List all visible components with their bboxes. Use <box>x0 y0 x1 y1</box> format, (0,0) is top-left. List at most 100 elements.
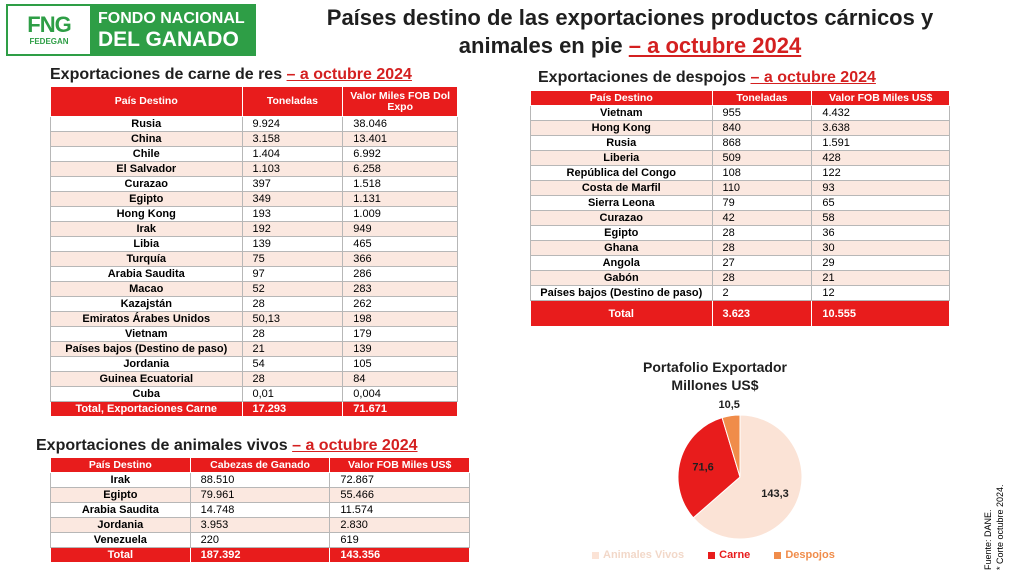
quantity-cell: 14.748 <box>189 502 331 518</box>
quantity-cell: 840 <box>711 120 813 136</box>
value-cell: 949 <box>342 221 458 237</box>
quantity-cell: 28 <box>711 240 813 256</box>
value-cell: 4.432 <box>811 105 950 121</box>
beef-exports-table: País Destino Toneladas Valor Miles FOB D… <box>50 86 458 417</box>
quantity-cell: 193 <box>241 206 344 222</box>
table-row: Macao 52 283 <box>50 281 458 297</box>
value-cell: 2.830 <box>329 517 470 533</box>
value-cell: 3.638 <box>811 120 950 136</box>
quantity-cell: 2 <box>711 285 813 301</box>
country-cell: Cuba <box>50 386 243 402</box>
quantity-cell: 28 <box>241 326 344 342</box>
beef-title-highlight: – a octubre 2024 <box>286 66 412 83</box>
quantity-cell: 955 <box>711 105 813 121</box>
value-cell: 428 <box>811 150 950 166</box>
beef-header-value: Valor Miles FOB Dol Expo <box>342 86 458 117</box>
table-row: Irak 88.510 72.867 <box>50 472 470 488</box>
country-cell: Egipto <box>50 191 243 207</box>
legend-item: Animales Vivos <box>592 549 684 561</box>
beef-section-title: Exportaciones de carne de res – a octubr… <box>50 66 412 84</box>
total-row: Total 3.623 10.555 <box>530 300 950 327</box>
table-row: Jordania 3.953 2.830 <box>50 517 470 533</box>
quantity-cell: 3.953 <box>189 517 331 533</box>
country-cell: China <box>50 131 243 147</box>
pie-chart-title: Portafolio Exportador Millones US$ <box>610 358 820 394</box>
quantity-cell: 52 <box>241 281 344 297</box>
page-title-line1: Países destino de las exportaciones prod… <box>326 5 934 30</box>
offal-header-value: Valor FOB Miles US$ <box>811 90 950 106</box>
live-exports-table: País Destino Cabezas de Ganado Valor FOB… <box>50 457 470 563</box>
country-cell: Irak <box>50 221 243 237</box>
value-cell: 13.401 <box>342 131 458 147</box>
country-cell: Sierra Leona <box>530 195 713 211</box>
value-cell: 1.131 <box>342 191 458 207</box>
live-header-country: País Destino <box>50 457 191 473</box>
total-label-cell: Total <box>50 547 191 563</box>
total-value-cell: 17.293 <box>241 401 344 417</box>
country-cell: Kazajstán <box>50 296 243 312</box>
country-cell: Arabia Saudita <box>50 266 243 282</box>
value-cell: 366 <box>342 251 458 267</box>
table-row: Angola 27 29 <box>530 255 950 271</box>
pie-title-line2: Millones US$ <box>671 377 759 393</box>
total-value-cell: 3.623 <box>711 300 813 327</box>
country-cell: Chile <box>50 146 243 162</box>
label-despojos: 10,5 <box>718 399 739 411</box>
value-cell: 58 <box>811 210 950 226</box>
legend-swatch <box>708 551 716 559</box>
table-row: Chile 1.404 6.992 <box>50 146 458 162</box>
value-cell: 105 <box>342 356 458 372</box>
quantity-cell: 220 <box>189 532 331 548</box>
country-cell: Egipto <box>50 487 191 503</box>
value-cell: 139 <box>342 341 458 357</box>
table-row: Arabia Saudita 14.748 11.574 <box>50 502 470 518</box>
quantity-cell: 54 <box>241 356 344 372</box>
quantity-cell: 28 <box>711 270 813 286</box>
legend-swatch <box>592 551 599 559</box>
value-cell: 122 <box>811 165 950 181</box>
quantity-cell: 28 <box>711 225 813 241</box>
quantity-cell: 349 <box>241 191 344 207</box>
country-cell: Vietnam <box>50 326 243 342</box>
label-animales-vivos: 143,3 <box>761 488 789 500</box>
table-row: Emiratos Árabes Unidos 50,13 198 <box>50 311 458 327</box>
page-title-highlight: – a octubre 2024 <box>628 33 802 58</box>
quantity-cell: 397 <box>241 176 344 192</box>
country-cell: Países bajos (Destino de paso) <box>50 341 243 357</box>
table-row: Países bajos (Destino de paso) 21 139 <box>50 341 458 357</box>
country-cell: Emiratos Árabes Unidos <box>50 311 243 327</box>
page-title-line2: animales en pie – a octubre 2024 <box>270 32 990 60</box>
table-row: Libia 139 465 <box>50 236 458 252</box>
value-cell: 55.466 <box>329 487 470 503</box>
country-cell: Vietnam <box>530 105 713 121</box>
value-cell: 1.591 <box>811 135 950 151</box>
value-cell: 6.258 <box>342 161 458 177</box>
total-row: Total 187.392 143.356 <box>50 547 470 563</box>
value-cell: 1.518 <box>342 176 458 192</box>
legend-item: Despojos <box>774 549 835 561</box>
value-cell: 286 <box>342 266 458 282</box>
value-cell: 0,004 <box>342 386 458 402</box>
table-row: Kazajstán 28 262 <box>50 296 458 312</box>
table-row: China 3.158 13.401 <box>50 131 458 147</box>
table-row: Sierra Leona 79 65 <box>530 195 950 211</box>
quantity-cell: 1.103 <box>241 161 344 177</box>
table-row: Rusia 868 1.591 <box>530 135 950 151</box>
value-cell: 38.046 <box>342 116 458 132</box>
pie-title-line1: Portafolio Exportador <box>643 359 787 375</box>
table-row: Curazao 397 1.518 <box>50 176 458 192</box>
offal-exports-table: País Destino Toneladas Valor FOB Miles U… <box>530 90 950 327</box>
live-section-title: Exportaciones de animales vivos – a octu… <box>36 437 418 455</box>
table-row: Hong Kong 840 3.638 <box>530 120 950 136</box>
table-row: Egipto 28 36 <box>530 225 950 241</box>
table-row: Venezuela 220 619 <box>50 532 470 548</box>
table-row: Cuba 0,01 0,004 <box>50 386 458 402</box>
quantity-cell: 27 <box>711 255 813 271</box>
value-cell: 1.009 <box>342 206 458 222</box>
source-note: Fuente: DANE. * Corte octubre 2024. <box>983 484 1005 570</box>
quantity-cell: 1.404 <box>241 146 344 162</box>
country-cell: Venezuela <box>50 532 191 548</box>
quantity-cell: 79 <box>711 195 813 211</box>
country-cell: Curazao <box>50 176 243 192</box>
table-row: República del Congo 108 122 <box>530 165 950 181</box>
